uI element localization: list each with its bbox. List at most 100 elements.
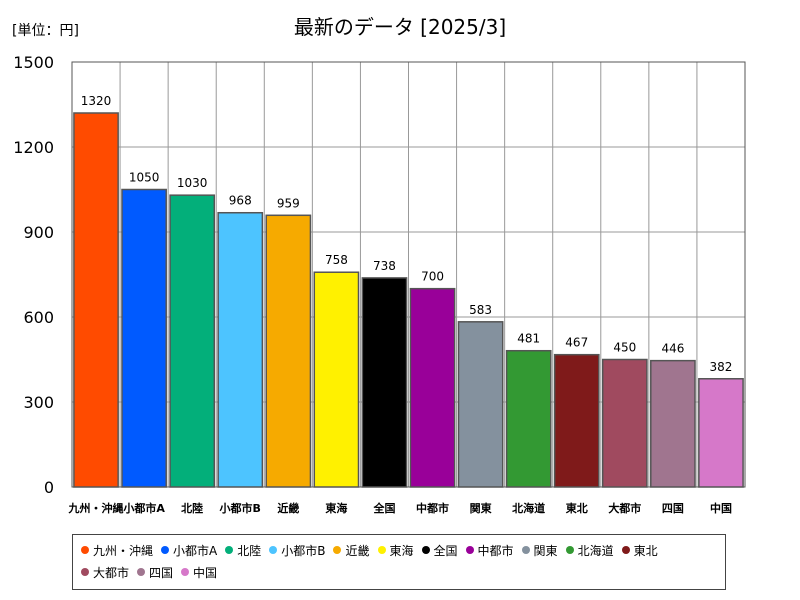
legend-label: 中国 — [193, 565, 218, 580]
bar — [698, 378, 744, 488]
data-label: 382 — [710, 360, 733, 374]
bar — [217, 211, 264, 488]
x-tick-label: 北陸 — [181, 501, 203, 515]
y-tick-label: 1500 — [13, 53, 54, 72]
data-label: 446 — [661, 342, 684, 356]
legend-item: 北陸 — [225, 539, 261, 561]
legend-marker — [81, 546, 89, 554]
legend-label: 北海道 — [577, 543, 614, 558]
data-label: 450 — [613, 341, 636, 355]
data-label: 968 — [229, 194, 252, 208]
bar — [73, 112, 119, 488]
bar — [505, 349, 552, 488]
legend-item: 近畿 — [333, 539, 370, 561]
y-tick-label: 0 — [44, 478, 54, 497]
data-label: 700 — [421, 270, 444, 284]
legend-label: 全国 — [433, 543, 458, 558]
unit-label: [単位：円] — [12, 23, 79, 39]
x-tick-label: 全国 — [372, 501, 395, 515]
chart-title: 最新のデータ [2025/3] — [294, 15, 506, 39]
legend-item: 九州・沖縄 — [81, 539, 153, 561]
data-label: 1050 — [129, 171, 160, 185]
x-tick-label: 九州・沖縄 — [68, 501, 124, 515]
legend-item: 東北 — [621, 539, 658, 561]
legend-label: 近畿 — [345, 543, 370, 558]
legend-marker — [181, 568, 190, 576]
data-labels: 1320 1050 1030 968 959 758 738 700 583 481 467 450 4… — [81, 94, 733, 374]
x-tick-label: 近畿 — [277, 501, 299, 515]
data-label: 1320 — [81, 94, 112, 108]
data-label: 1030 — [177, 176, 208, 190]
legend-marker — [81, 568, 89, 576]
y-tick-label: 1200 — [13, 138, 54, 157]
legend-item: 全国 — [421, 539, 458, 561]
x-tick-label: 関東 — [470, 501, 493, 515]
legend-item: 関東 — [521, 539, 558, 561]
legend-label: 小都市B — [281, 543, 326, 558]
x-tick-label: 四国 — [662, 502, 684, 515]
legend-item: 東海 — [377, 539, 414, 561]
x-tick-label: 東北 — [566, 501, 588, 515]
legend-marker — [421, 546, 430, 554]
legend-item: 中国 — [181, 561, 217, 583]
y-tick-label: 300 — [23, 393, 54, 412]
legend-marker — [333, 546, 342, 554]
bar — [409, 287, 456, 488]
bar — [265, 214, 312, 488]
legend: 九州・沖縄 小都市A 北陸 小都市B 近畿 東海 全国 中都市 関東 北海道 東北大都市 四国 中国 — [72, 534, 726, 590]
legend-label: 北陸 — [237, 543, 262, 558]
data-label: 467 — [565, 336, 588, 350]
legend-label: 東北 — [633, 543, 658, 558]
bar — [121, 188, 167, 488]
legend-item: 中都市 — [465, 539, 514, 561]
legend-label: 九州・沖縄 — [93, 543, 154, 558]
legend-marker — [161, 546, 170, 554]
bar — [313, 271, 360, 488]
bar — [553, 353, 600, 488]
bar — [361, 277, 408, 488]
x-tick-label: 中国 — [710, 501, 732, 515]
legend-item: 小都市A — [161, 539, 217, 561]
data-label: 583 — [469, 303, 492, 317]
bar — [457, 321, 504, 488]
bar — [601, 358, 648, 488]
x-tick-label: 小都市A — [122, 501, 165, 515]
x-axis-ticks: 九州・沖縄 小都市A 北陸 小都市B 近畿 東海 全国 中都市 関東 北海道 東北 大都市 四国 中国 — [68, 501, 732, 515]
legend-label: 四国 — [149, 565, 174, 580]
y-axis-ticks: 0 300 600 900 1200 1500 — [13, 53, 54, 497]
data-label: 738 — [373, 259, 396, 273]
legend-marker — [565, 546, 574, 554]
plot-frame — [71, 61, 746, 488]
x-tick-label: 北海道 — [512, 501, 545, 515]
x-tick-label: 中都市 — [416, 501, 449, 515]
legend-label: 関東 — [533, 543, 558, 558]
legend-marker — [377, 546, 386, 554]
data-label: 959 — [277, 196, 300, 210]
data-label: 481 — [517, 332, 540, 346]
legend-marker — [225, 546, 234, 554]
legend-label: 中都市 — [477, 543, 514, 558]
legend-item: 北海道 — [565, 539, 614, 561]
legend-label: 東海 — [389, 543, 414, 558]
bar-chart: [単位：円] 最新のデータ [2025/3] 1320 1050 1030 968 95… — [12, 15, 746, 515]
legend-label: 大都市 — [93, 565, 130, 580]
bar — [650, 359, 696, 488]
legend-item: 大都市 — [81, 561, 129, 583]
y-tick-label: 600 — [23, 308, 54, 327]
legend-item: 四国 — [137, 561, 173, 583]
x-tick-label: 大都市 — [608, 501, 641, 515]
bars — [73, 112, 744, 488]
x-tick-label: 東海 — [325, 501, 347, 515]
legend-marker — [137, 568, 146, 576]
y-tick-label: 900 — [23, 223, 54, 242]
legend-marker — [269, 546, 278, 554]
legend-marker — [621, 546, 630, 554]
legend-marker — [521, 546, 530, 554]
legend-label: 小都市A — [173, 543, 218, 558]
legend-marker — [465, 546, 474, 554]
x-tick-label: 小都市B — [219, 501, 261, 515]
data-label: 758 — [325, 253, 348, 267]
legend-item: 小都市B — [269, 539, 325, 561]
bar — [169, 194, 216, 488]
